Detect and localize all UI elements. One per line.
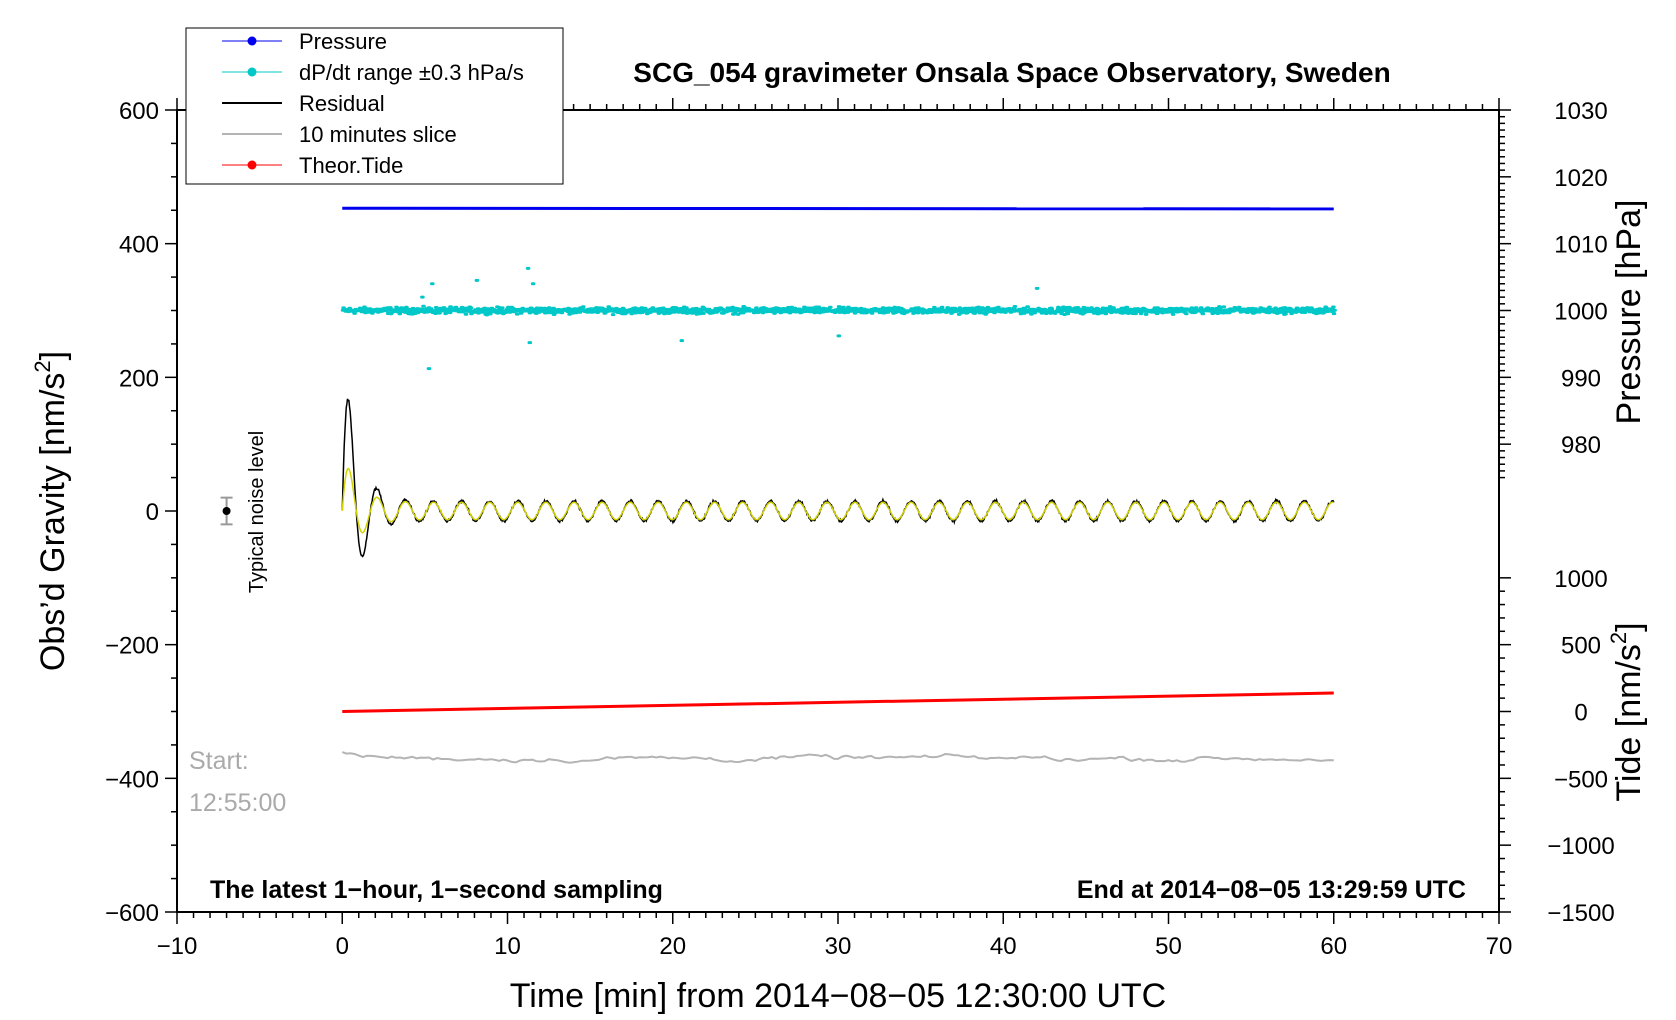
- y-axis-title-pressure: Pressure [hPa]: [1610, 200, 1648, 425]
- legend-marker: [247, 67, 257, 77]
- noise-level-marker: [220, 496, 233, 526]
- noise-label: Typical noise level: [246, 431, 268, 593]
- legend-label: Pressure: [299, 29, 387, 54]
- y-axis-title-left: Obs’d Gravity [nm/s2]: [30, 351, 72, 671]
- y-tick-label-left: −400: [105, 766, 159, 793]
- y-tick-label-left: 200: [119, 365, 159, 392]
- legend-label: 10 minutes slice: [299, 122, 457, 147]
- legend-label: Theor.Tide: [299, 153, 403, 178]
- y-tick-labels-left: 600 400 200 0 −200 −400 −600: [105, 98, 159, 927]
- x-tick-label: 20: [659, 933, 686, 960]
- pressure-tick-label: 1000: [1554, 299, 1607, 326]
- x-tick-label: 30: [825, 933, 852, 960]
- noise-dot: [222, 507, 231, 515]
- pressure-tick-label: 1030: [1554, 98, 1607, 125]
- x-tick-label: 70: [1486, 933, 1513, 960]
- note-right: End at 2014−08−05 13:29:59 UTC: [1077, 876, 1466, 904]
- x-tick-label: 10: [494, 933, 521, 960]
- tide-tick-label: −500: [1554, 766, 1608, 793]
- tide-tick-label: 0: [1574, 700, 1587, 727]
- residual-line: [341, 398, 1335, 558]
- pressure-tick-label: 1010: [1554, 232, 1607, 259]
- y-tick-label-left: 400: [119, 232, 159, 259]
- x-tick-label: 50: [1155, 933, 1182, 960]
- x-tick-label: 60: [1320, 933, 1347, 960]
- legend-marker: [247, 160, 257, 170]
- series-layer: [340, 206, 1337, 764]
- note-left: The latest 1−hour, 1−second sampling: [210, 876, 663, 904]
- x-tick-labels: −10 0 10 20 30 40 50 60 70: [157, 933, 1513, 960]
- x-tick-label: 40: [990, 933, 1017, 960]
- pressure-tick-label: 990: [1561, 365, 1601, 392]
- slice-line: [341, 751, 1334, 764]
- pressure-line: [342, 206, 1334, 211]
- legend-label: dP/dt range ±0.3 hPa/s: [299, 60, 524, 85]
- plot-frame: [176, 109, 1500, 913]
- y-tick-label-left: −600: [105, 900, 159, 927]
- y-tick-label-left: 600: [119, 98, 159, 125]
- x-tick-label: 0: [336, 933, 349, 960]
- y-axis-title-tide: Tide [nm/s2]: [1606, 622, 1648, 801]
- fit-line: [341, 467, 1335, 534]
- tide-tick-label: −1500: [1547, 900, 1614, 927]
- x-tick-label: −10: [157, 933, 198, 960]
- tide-tick-label: −1000: [1547, 833, 1614, 860]
- legend-marker: [247, 36, 257, 46]
- y-tick-labels-pressure: 1030 1020 1010 1000 990 980: [1554, 98, 1607, 459]
- chart-title: SCG_054 gravimeter Onsala Space Observat…: [633, 57, 1390, 88]
- start-label: Start:: [189, 747, 249, 775]
- tide-tick-label: 500: [1561, 633, 1601, 660]
- tide-tick-label: 1000: [1554, 566, 1607, 593]
- axis-ticks: [165, 98, 1511, 924]
- legend-box: [185, 27, 564, 185]
- start-time: 12:55:00: [189, 789, 286, 817]
- tide-line: [342, 691, 1334, 713]
- y-tick-label-left: −200: [105, 633, 159, 660]
- legend: Pressure dP/dt range ±0.3 hPa/s Residual 10…: [185, 27, 564, 185]
- pressure-tick-label: 980: [1561, 432, 1601, 459]
- y-tick-labels-tide: 1000 500 0 −500 −1000 −1500: [1547, 566, 1614, 927]
- pressure-tick-label: 1020: [1554, 165, 1607, 192]
- dpdt-scatter: [340, 266, 1337, 371]
- y-tick-label-left: 0: [146, 499, 159, 526]
- x-axis-title: Time [min] from 2014−08−05 12:30:00 UTC: [510, 977, 1166, 1015]
- legend-label: Residual: [299, 91, 385, 116]
